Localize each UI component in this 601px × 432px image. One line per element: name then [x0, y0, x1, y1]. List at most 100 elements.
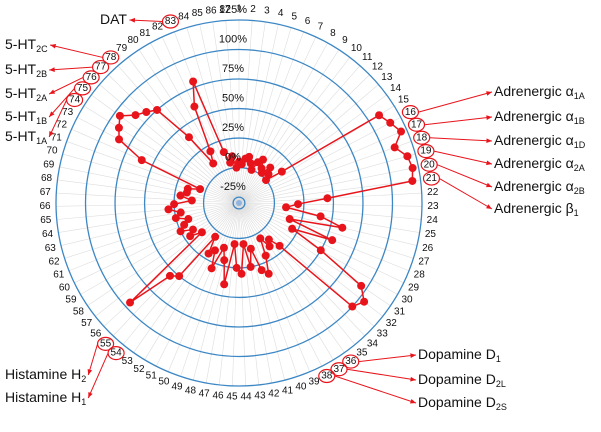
spoke: [138, 49, 240, 204]
point: [131, 111, 140, 120]
category-label: 32: [386, 318, 398, 329]
callout-sub: 1A: [574, 91, 585, 101]
spoke: [59, 166, 240, 204]
callout-sub: 1: [81, 397, 86, 407]
point: [206, 147, 215, 156]
arrow-head: [410, 353, 416, 358]
category-label: 49: [171, 381, 183, 392]
category-label: 28: [414, 269, 426, 280]
r-tick-label: 50%: [222, 92, 244, 104]
callout-sub: 2S: [496, 402, 507, 412]
callout-text: 5-HT: [5, 61, 37, 77]
point: [246, 244, 255, 253]
spoke: [238, 202, 422, 220]
arrow-head: [129, 17, 136, 23]
point: [259, 155, 268, 164]
category-label: 51: [146, 371, 158, 382]
point: [176, 208, 185, 217]
category-label: 86: [206, 6, 218, 17]
spoke: [238, 117, 401, 204]
category-label: 29: [408, 282, 420, 293]
point: [261, 251, 270, 260]
spoke: [95, 202, 240, 317]
point: [232, 263, 241, 272]
point: [375, 111, 384, 120]
category-label: 61: [53, 269, 65, 280]
category-label: 57: [81, 318, 93, 329]
point: [338, 223, 347, 232]
point: [277, 167, 286, 176]
spoke: [74, 202, 240, 284]
category-label: 18: [416, 132, 428, 143]
arrow-head: [486, 182, 492, 188]
point: [176, 227, 185, 236]
point: [219, 148, 228, 157]
point: [275, 241, 284, 250]
point: [220, 280, 229, 289]
category-label: 22: [427, 187, 439, 198]
category-label: 69: [43, 159, 55, 170]
spoke: [205, 202, 240, 384]
point: [237, 269, 246, 278]
spoke: [238, 202, 260, 385]
point: [211, 232, 220, 241]
category-label: 83: [165, 16, 177, 27]
category-label: 17: [411, 119, 423, 130]
spoke: [83, 105, 240, 204]
callout-arrow: [424, 116, 493, 126]
arrow-head: [49, 131, 54, 137]
spoke: [99, 84, 240, 204]
point: [115, 111, 124, 120]
point: [360, 297, 369, 306]
spoke: [238, 202, 422, 207]
category-label: 65: [40, 215, 52, 226]
callout-text: Adrenergic α: [494, 155, 574, 171]
callout-arrow: [334, 375, 417, 404]
callout-label: Histamine H1: [5, 389, 86, 408]
callout-label: 5-HT2C: [5, 36, 48, 55]
ring: [114, 78, 364, 328]
callout-label: Histamine H2: [5, 366, 86, 385]
category-label: 45: [226, 392, 238, 403]
category-label: 24: [427, 215, 439, 226]
point: [220, 256, 229, 265]
center: [236, 200, 242, 206]
point: [207, 264, 216, 273]
spoke: [238, 179, 421, 204]
spoke: [112, 202, 240, 337]
category-label: 21: [426, 173, 438, 184]
spoke: [218, 202, 240, 385]
point: [408, 176, 417, 185]
spoke: [238, 202, 273, 384]
spoke: [212, 21, 240, 204]
spoke: [87, 202, 240, 306]
spoke: [161, 36, 240, 204]
spoke: [62, 153, 240, 204]
category-label: 47: [199, 388, 211, 399]
spoke: [238, 202, 286, 381]
callout-sub: 2A: [574, 163, 585, 173]
point: [266, 163, 275, 172]
category-label: 43: [254, 391, 266, 402]
spoke: [238, 153, 416, 204]
point: [114, 123, 123, 132]
spoke: [57, 179, 240, 204]
arrow-head: [486, 115, 492, 120]
callout-label: Adrenergic α1A: [494, 83, 585, 102]
point: [408, 164, 417, 173]
callout-sub: 1D: [574, 140, 586, 150]
callout-text: Histamine H: [5, 366, 81, 382]
r-tick-label: 25%: [222, 122, 244, 134]
category-label: 35: [356, 348, 368, 359]
callout-text: 5-HT: [5, 85, 37, 101]
category-label: 70: [47, 146, 59, 157]
spoke: [199, 24, 240, 204]
category-label: 31: [394, 307, 406, 318]
spoke: [133, 202, 240, 353]
spoke: [238, 202, 334, 360]
category-label: 11: [362, 52, 373, 63]
spoke: [238, 84, 379, 204]
point: [186, 232, 195, 241]
category-label: 44: [240, 392, 252, 403]
